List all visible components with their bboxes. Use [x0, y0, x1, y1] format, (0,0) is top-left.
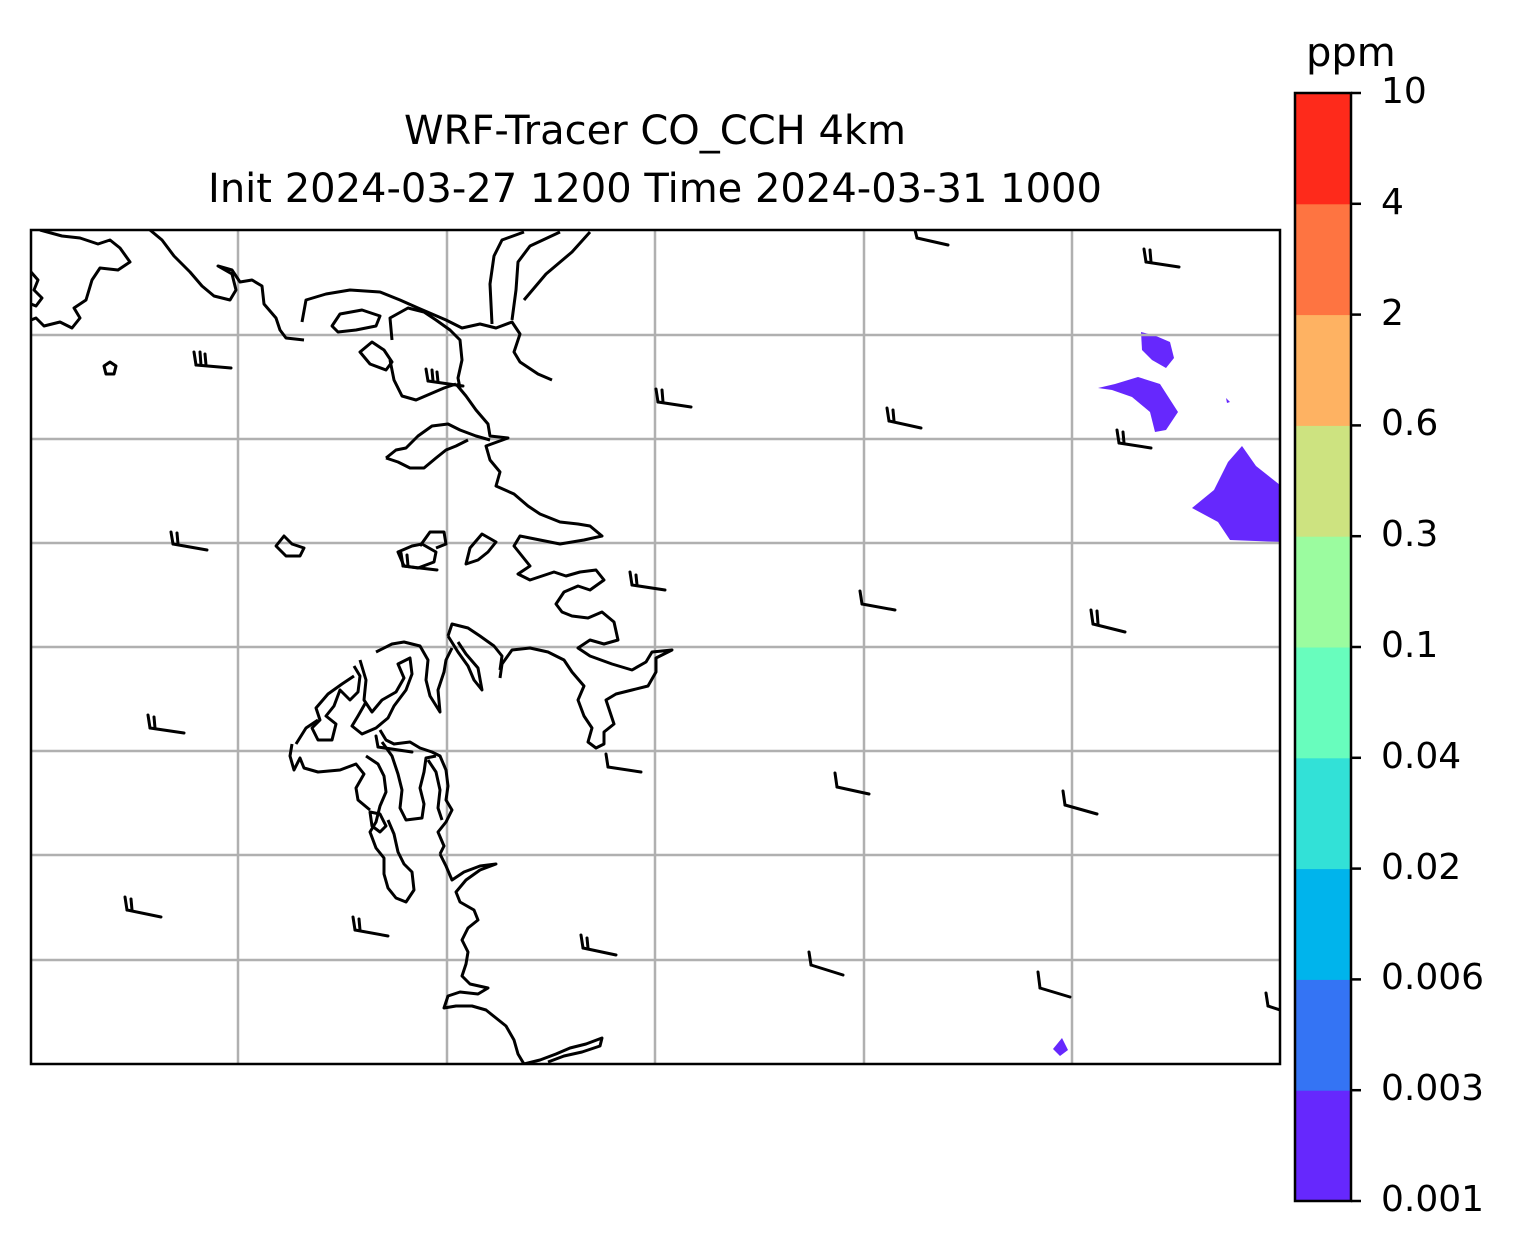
map-title: WRF-Tracer CO_CCH 4km: [403, 108, 907, 154]
coastline: [350, 656, 414, 736]
coastline: [378, 729, 454, 855]
coastlines: [31, 230, 674, 1064]
tracer-patch: [1192, 446, 1280, 542]
wind-barb: [1115, 428, 1153, 450]
colorbar-band: [1295, 757, 1351, 870]
colorbar-tick-label: 0.02: [1381, 846, 1462, 888]
colorbar-tick-label: 0.1: [1381, 625, 1439, 666]
coastline: [454, 383, 674, 750]
wind-barb: [374, 734, 414, 754]
coastline: [310, 665, 362, 742]
wind-barb: [424, 367, 465, 388]
wind-barb: [1036, 970, 1072, 999]
wind-barb: [1264, 991, 1280, 1012]
coastline: [380, 741, 437, 822]
wind-barb: [885, 406, 923, 430]
colorbar-band: [1295, 93, 1351, 205]
colorbar-tick-label: 10: [1381, 71, 1427, 112]
map-area: [31, 230, 1280, 1064]
wind-barb: [913, 230, 950, 247]
coastline: [438, 853, 526, 1064]
wind-barb: [807, 950, 845, 977]
tracer-contours: [1053, 332, 1280, 1056]
wind-barb: [628, 570, 667, 592]
coastline: [102, 360, 118, 376]
tracer-patch: [1226, 398, 1230, 403]
wind-barb: [169, 530, 209, 552]
colorbar-band: [1295, 647, 1351, 759]
coastline: [274, 534, 306, 558]
colorbar: [1295, 93, 1351, 1202]
tracer-patch: [1053, 1038, 1068, 1056]
wind-barb: [604, 752, 643, 774]
wind-barbs: [123, 230, 1280, 1012]
wind-barb: [1142, 247, 1181, 269]
coastline: [31, 271, 44, 308]
wind-barb: [858, 589, 897, 612]
wind-barb: [833, 771, 871, 796]
coastline: [365, 754, 416, 904]
coastline: [31, 230, 132, 330]
colorbar-tick-label: 0.6: [1381, 403, 1439, 445]
colorbar-band: [1295, 203, 1351, 316]
coastline: [385, 422, 491, 460]
wind-barb: [351, 915, 390, 938]
colorbar-unit-label: ppm: [1306, 30, 1396, 76]
coastline: [523, 1036, 604, 1064]
colorbar-tick-label: 0.001: [1381, 1179, 1485, 1220]
wind-barb: [146, 713, 186, 735]
coastline: [385, 438, 469, 470]
coastline: [418, 530, 448, 550]
wind-barb: [654, 387, 693, 409]
colorbar-tick-label: 0.3: [1381, 514, 1439, 556]
colorbar-tick-label: 0.04: [1381, 735, 1462, 777]
wind-barb: [579, 933, 618, 957]
coastline: [388, 306, 464, 389]
gridlines: [31, 230, 1280, 1064]
coastline: [375, 640, 454, 714]
wind-barb: [192, 350, 233, 370]
colorbar-tick-label: 4: [1381, 181, 1404, 223]
tracer-patch: [1098, 377, 1178, 432]
map-frame: [29, 228, 1282, 1066]
wind-barb: [1061, 789, 1099, 816]
coastline: [294, 718, 319, 745]
coastline: [446, 622, 504, 671]
colorbar-band: [1295, 979, 1351, 1091]
coastline: [300, 288, 553, 382]
colorbar-tick-label: 0.006: [1381, 957, 1485, 999]
map-subtitle: Init 2024-03-27 1200 Time 2024-03-31 100…: [208, 166, 1102, 212]
colorbar-tick-label: 2: [1381, 292, 1404, 334]
coastline: [149, 230, 305, 342]
wind-barb: [123, 895, 163, 919]
coastline: [464, 532, 498, 566]
colorbar-band: [1295, 536, 1351, 648]
coastline: [446, 635, 484, 692]
colorbar-band: [1295, 425, 1351, 537]
colorbar-tick-label: 0.003: [1381, 1068, 1485, 1110]
coastline: [522, 230, 592, 301]
coastline: [510, 230, 561, 321]
colorbar-band: [1295, 314, 1351, 426]
coastline: [330, 308, 382, 334]
tracer-patch: [1141, 332, 1174, 368]
colorbar-ticks: [1351, 91, 1361, 1203]
wind-barb: [1089, 608, 1127, 634]
colorbar-band: [1295, 868, 1351, 980]
wind-barb: [399, 551, 439, 572]
coastline: [288, 743, 371, 812]
coastline: [388, 359, 457, 402]
coastline: [358, 340, 394, 372]
coastline: [426, 759, 444, 821]
colorbar-band: [1295, 1090, 1351, 1202]
coastline: [368, 810, 388, 834]
coastline: [488, 230, 525, 325]
